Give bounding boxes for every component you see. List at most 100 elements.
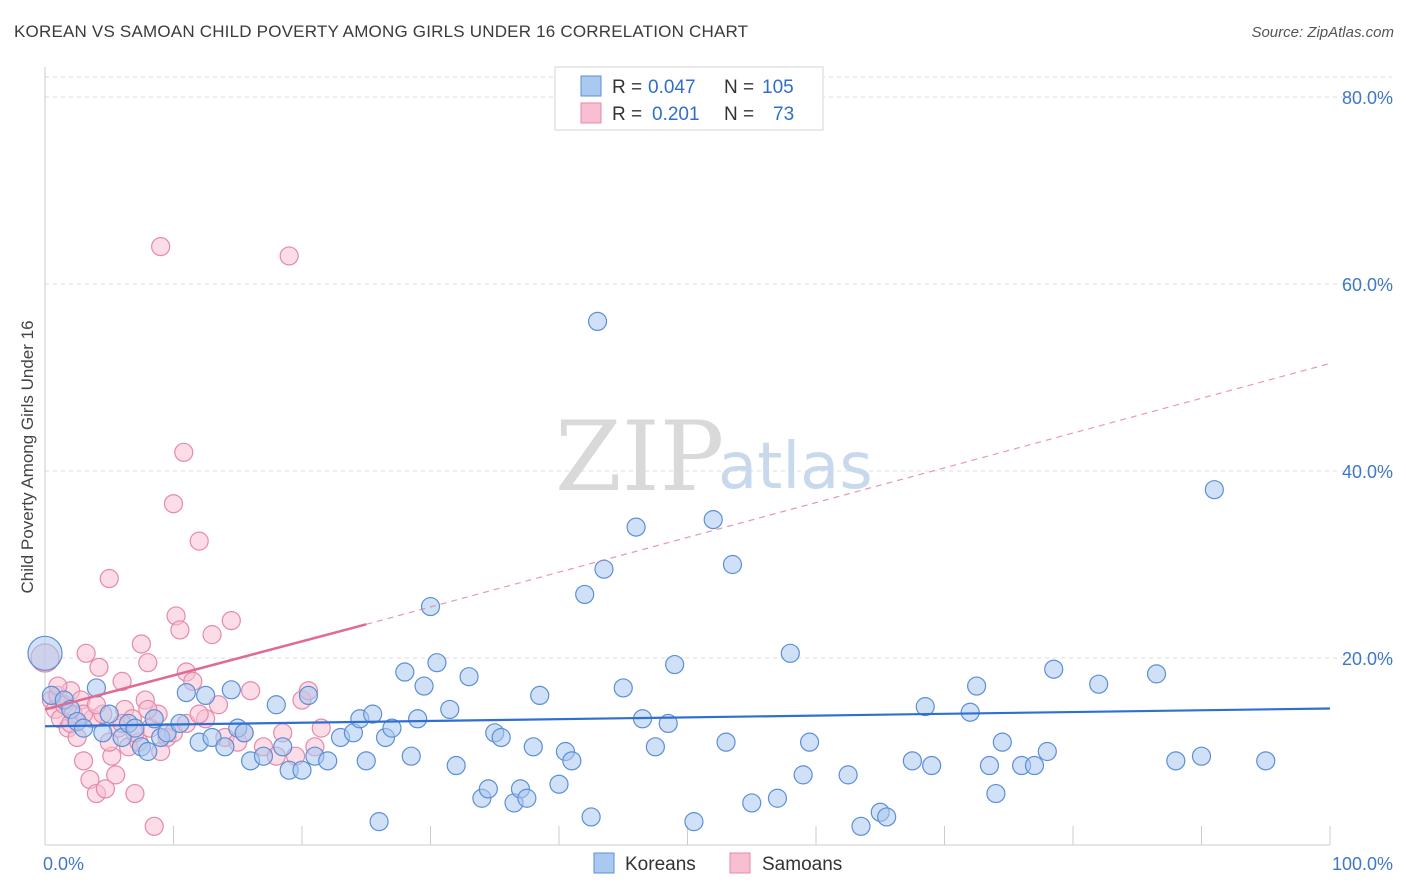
korean-point bbox=[1166, 751, 1186, 771]
chart-title: KOREAN VS SAMOAN CHILD POVERTY AMONG GIR… bbox=[14, 22, 749, 41]
legend-swatch-samoan bbox=[580, 102, 602, 124]
korean-point bbox=[382, 718, 402, 738]
legend-r-label-2: R = bbox=[612, 104, 642, 125]
korean-point bbox=[703, 510, 723, 530]
korean-point bbox=[27, 635, 63, 671]
korean-point bbox=[234, 723, 254, 743]
korean-point bbox=[363, 704, 383, 724]
series-label-koreans: Koreans bbox=[625, 854, 696, 875]
korean-point bbox=[922, 755, 942, 776]
samoan-point bbox=[241, 681, 261, 701]
series-legend: Koreans Samoans bbox=[593, 852, 842, 875]
korean-point bbox=[986, 783, 1006, 804]
korean-point bbox=[215, 737, 235, 757]
korean-point bbox=[446, 755, 466, 776]
samoan-point bbox=[76, 643, 96, 663]
korean-point bbox=[665, 654, 685, 675]
korean-point bbox=[125, 718, 145, 738]
samoan-point bbox=[89, 657, 109, 677]
korean-point bbox=[273, 737, 293, 757]
legend-swatch-korean bbox=[580, 75, 602, 97]
watermark-zip: ZIP bbox=[555, 401, 724, 513]
korean-point bbox=[395, 662, 415, 682]
y-tick-label-1: 40.0% bbox=[1342, 462, 1393, 482]
korean-trend-line bbox=[44, 707, 1331, 728]
samoan-point bbox=[151, 237, 171, 257]
samoan-point bbox=[95, 779, 115, 799]
samoan-point bbox=[112, 671, 132, 691]
korean-point bbox=[658, 713, 678, 734]
legend-r-value-2: 0.201 bbox=[652, 104, 700, 125]
samoan-trend-extension bbox=[366, 362, 1331, 625]
korean-point bbox=[767, 788, 788, 808]
korean-point bbox=[960, 702, 980, 722]
korean-point bbox=[1037, 741, 1057, 762]
korean-point bbox=[992, 732, 1012, 752]
axes bbox=[44, 67, 1331, 846]
samoan-trend-line bbox=[44, 623, 367, 711]
korean-point bbox=[967, 676, 987, 696]
legend-n-label-2: N = bbox=[724, 104, 754, 125]
samoan-point bbox=[106, 765, 126, 785]
korean-point bbox=[581, 807, 601, 827]
korean-point bbox=[196, 685, 216, 706]
series-swatch-samoans bbox=[729, 852, 751, 874]
korean-point bbox=[1146, 664, 1167, 684]
legend-r-value-1: 0.047 bbox=[648, 77, 696, 98]
korean-point bbox=[401, 746, 421, 766]
legend-r-label-1: R = bbox=[612, 77, 642, 98]
samoan-point bbox=[279, 246, 299, 266]
korean-point bbox=[99, 704, 119, 724]
korean-point bbox=[298, 685, 319, 706]
legend-n-label-1: N = bbox=[724, 77, 754, 98]
watermark-atlas: atlas bbox=[718, 430, 873, 504]
korean-point bbox=[1256, 751, 1276, 771]
korean-point bbox=[799, 732, 820, 752]
korean-point bbox=[138, 741, 158, 762]
korean-point bbox=[613, 678, 633, 698]
korean-point bbox=[716, 732, 736, 752]
samoan-point bbox=[311, 718, 331, 738]
samoan-point bbox=[144, 816, 164, 836]
korean-point bbox=[1044, 659, 1064, 679]
series-swatch-koreans bbox=[593, 852, 615, 874]
korean-point bbox=[414, 676, 434, 696]
korean-point bbox=[915, 697, 935, 717]
samoan-point bbox=[208, 695, 229, 715]
korean-points bbox=[27, 311, 1276, 836]
watermark: ZIP atlas bbox=[555, 401, 873, 513]
samoan-point bbox=[170, 620, 190, 640]
korean-point bbox=[356, 751, 376, 771]
y-tick-label-0: 20.0% bbox=[1342, 649, 1393, 669]
samoan-point bbox=[189, 531, 209, 551]
korean-point bbox=[979, 755, 1000, 776]
korean-point bbox=[742, 793, 762, 813]
samoan-point bbox=[221, 610, 241, 631]
korean-point bbox=[645, 737, 665, 757]
korean-point bbox=[1204, 480, 1224, 500]
korean-point bbox=[780, 643, 800, 663]
korean-point bbox=[575, 584, 595, 605]
korean-point bbox=[1089, 674, 1109, 694]
korean-point bbox=[626, 517, 646, 537]
korean-point bbox=[221, 680, 241, 700]
x-tick-label-1: 100.0% bbox=[1332, 854, 1393, 874]
samoan-point bbox=[125, 783, 145, 804]
legend-n-value-1: 105 bbox=[762, 77, 794, 98]
korean-point bbox=[594, 559, 614, 579]
samoan-point bbox=[131, 634, 151, 654]
korean-point bbox=[318, 751, 338, 771]
korean-point bbox=[408, 709, 428, 729]
korean-point bbox=[877, 807, 897, 827]
korean-point bbox=[722, 554, 743, 575]
korean-point bbox=[292, 760, 312, 780]
korean-point bbox=[427, 653, 447, 673]
y-tick-labels: 20.0% 40.0% 60.0% 80.0% bbox=[1342, 88, 1393, 669]
korean-point bbox=[478, 779, 498, 799]
y-axis-label: Child Poverty Among Girls Under 16 bbox=[18, 320, 37, 593]
samoan-point bbox=[189, 704, 209, 724]
korean-point bbox=[93, 723, 113, 743]
korean-point bbox=[549, 774, 569, 794]
korean-point bbox=[73, 718, 94, 738]
grid-lines bbox=[45, 76, 1392, 659]
